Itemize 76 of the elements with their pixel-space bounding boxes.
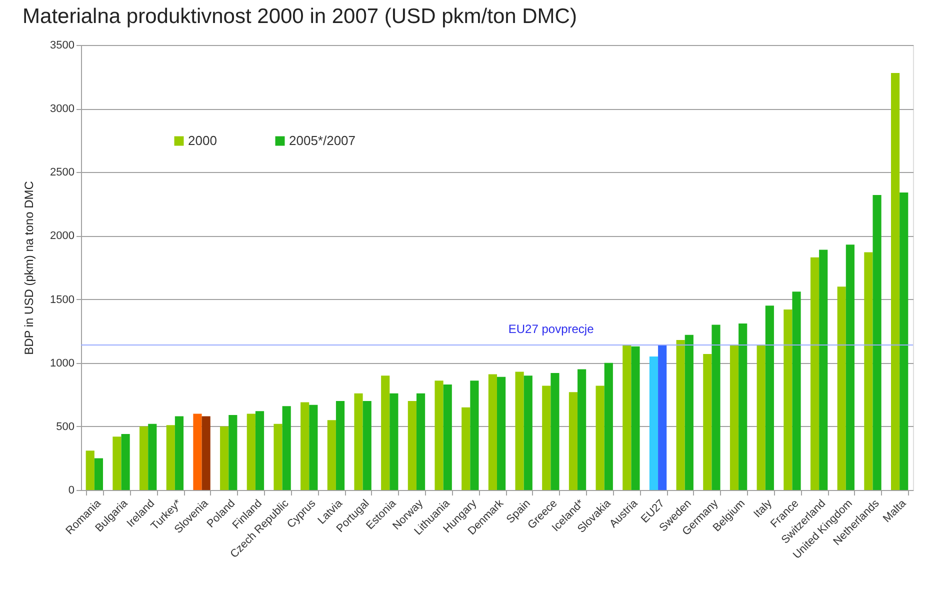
bar bbox=[712, 324, 720, 490]
bar bbox=[193, 414, 202, 490]
y-tick-label: 2500 bbox=[50, 166, 74, 179]
bar bbox=[890, 72, 900, 490]
bar bbox=[676, 340, 685, 490]
bar bbox=[228, 414, 238, 490]
bar bbox=[327, 420, 336, 490]
bar bbox=[408, 401, 416, 490]
bar bbox=[765, 306, 774, 490]
bar bbox=[730, 345, 739, 490]
bar bbox=[174, 416, 184, 490]
y-tick-label: 1000 bbox=[50, 357, 74, 370]
bar bbox=[864, 252, 873, 490]
bar bbox=[872, 195, 882, 490]
bar bbox=[354, 393, 363, 490]
y-tick-label: 0 bbox=[68, 484, 74, 496]
bar bbox=[649, 356, 658, 490]
bar bbox=[550, 373, 560, 490]
bar bbox=[220, 426, 229, 490]
bar bbox=[604, 362, 613, 490]
bar bbox=[900, 192, 908, 490]
bar bbox=[596, 386, 604, 490]
bar bbox=[631, 346, 640, 490]
bar bbox=[443, 384, 452, 490]
y-tick-label: 2000 bbox=[50, 230, 74, 242]
bar bbox=[121, 434, 130, 490]
bar bbox=[488, 374, 497, 490]
ref-line-label: EU27 povprecje bbox=[508, 322, 594, 336]
bar bbox=[140, 426, 148, 490]
y-tick-label: 3500 bbox=[50, 40, 74, 52]
bar bbox=[542, 386, 551, 490]
bar bbox=[274, 424, 282, 490]
bar bbox=[846, 244, 854, 490]
bar bbox=[810, 257, 820, 490]
bar bbox=[578, 369, 586, 490]
bar bbox=[756, 345, 766, 490]
bar bbox=[416, 393, 426, 490]
bar bbox=[497, 376, 506, 490]
y-axis-title: BDP in USD (pkm) na tono DMC bbox=[22, 180, 36, 355]
bar bbox=[309, 404, 318, 490]
bar bbox=[837, 286, 846, 490]
y-tick-label: 1500 bbox=[50, 294, 74, 306]
bar bbox=[819, 250, 828, 490]
chart-title: Materialna produktivnost 2000 in 2007 (USD pkm/ton DMC) bbox=[22, 5, 577, 28]
bar bbox=[255, 411, 264, 490]
bar bbox=[390, 393, 398, 490]
bar bbox=[470, 380, 479, 490]
bar bbox=[462, 407, 470, 490]
bar bbox=[246, 414, 256, 490]
bar bbox=[362, 401, 372, 490]
bar bbox=[738, 323, 748, 490]
bar bbox=[792, 292, 801, 490]
bar bbox=[86, 450, 94, 490]
bar bbox=[524, 376, 532, 490]
bar bbox=[684, 334, 694, 490]
bar bbox=[336, 401, 345, 490]
bar bbox=[166, 425, 175, 490]
bar bbox=[703, 354, 712, 490]
y-tick-label: 3000 bbox=[50, 103, 74, 116]
bar bbox=[300, 402, 310, 490]
bar bbox=[434, 380, 444, 490]
legend-label: 2005*/2007 bbox=[289, 133, 356, 148]
bar bbox=[515, 372, 524, 490]
bar bbox=[282, 406, 291, 490]
bar bbox=[112, 436, 122, 490]
bar bbox=[622, 345, 632, 490]
bar bbox=[381, 376, 390, 490]
bar bbox=[658, 345, 667, 490]
bar bbox=[784, 309, 792, 490]
x-tick-label: Italy bbox=[752, 497, 775, 520]
bar bbox=[202, 416, 210, 490]
legend-label: 2000 bbox=[188, 133, 217, 148]
y-tick-label: 500 bbox=[56, 420, 74, 433]
bar bbox=[94, 458, 104, 490]
bar bbox=[148, 424, 157, 490]
bar bbox=[568, 392, 578, 490]
